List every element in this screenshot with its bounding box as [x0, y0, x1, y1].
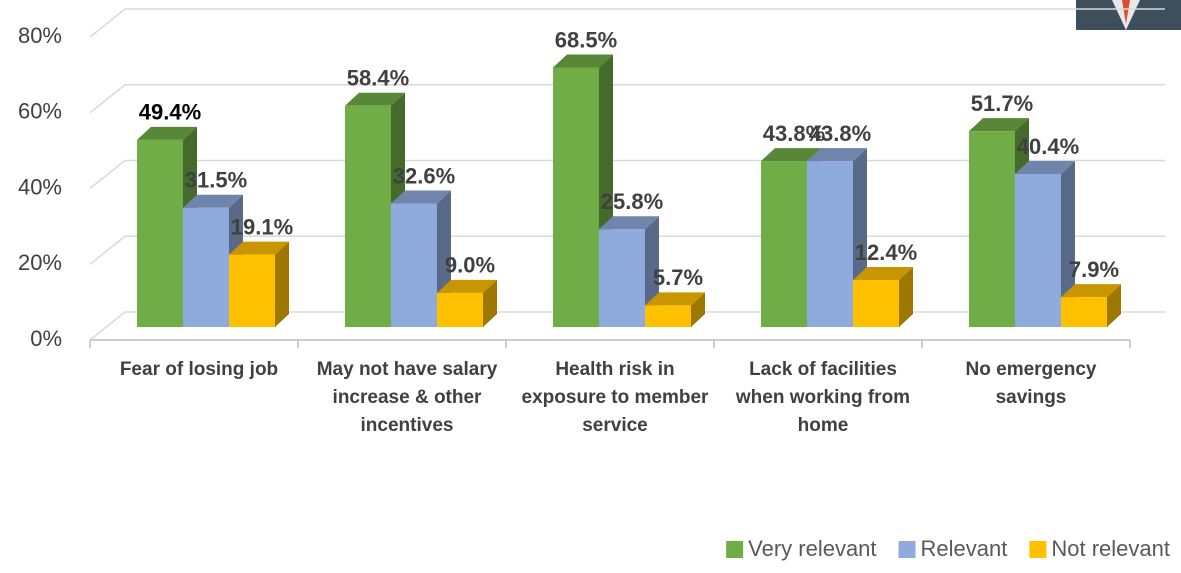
bar-front [437, 292, 483, 327]
data-label: 32.6% [393, 163, 455, 188]
bar-top [229, 241, 289, 255]
bar-front [229, 254, 275, 327]
data-label: 12.4% [855, 240, 917, 265]
bar-front [1061, 297, 1107, 327]
legend-swatch [726, 541, 744, 558]
bar-top [853, 267, 913, 281]
bar [1061, 284, 1121, 327]
legend-label: Very relevant [748, 536, 876, 561]
bar-front [969, 131, 1015, 327]
bar-top [437, 279, 497, 293]
data-label: 31.5% [185, 168, 247, 193]
data-label: 58.4% [347, 66, 409, 91]
data-label: 43.8% [809, 121, 871, 146]
y-tick-label: 20% [18, 250, 62, 275]
bar-top [553, 54, 613, 68]
data-label: 7.9% [1069, 257, 1119, 282]
bar [645, 292, 705, 327]
y-tick-label: 80% [18, 23, 62, 48]
data-label: 43.8% [763, 121, 825, 146]
bar-front [807, 161, 853, 327]
bar-top [645, 292, 705, 306]
bar-side [483, 279, 497, 327]
bar-top [1061, 284, 1121, 298]
data-label: 40.4% [1017, 134, 1079, 159]
legend-swatch [1029, 541, 1047, 558]
bar-side [1107, 284, 1121, 327]
bar-top [391, 190, 451, 204]
bar-side [899, 267, 913, 327]
y-tick-label: 0% [30, 326, 62, 351]
bar [229, 241, 289, 327]
bar-front [137, 139, 183, 327]
bar-front [391, 203, 437, 327]
legend-label: Relevant [921, 536, 1008, 561]
bar-front [645, 305, 691, 327]
data-label: 68.5% [555, 27, 617, 52]
bar-side [1061, 160, 1075, 327]
grid-line [89, 8, 1165, 38]
bar-front [761, 161, 807, 327]
data-label: 51.7% [971, 91, 1033, 116]
legend-label: Not relevant [1051, 536, 1170, 561]
x-tick-label: No emergency savings [965, 359, 1097, 408]
bar-top [761, 148, 821, 162]
bar-side [275, 241, 289, 327]
x-tick-label: Health risk in exposure to member servic… [521, 359, 709, 436]
legend-swatch [898, 541, 916, 558]
bar-front [183, 207, 229, 327]
corner-picture-detail [1122, 0, 1130, 24]
bar [1015, 160, 1075, 327]
data-label: 25.8% [601, 189, 663, 214]
x-tick-label: Lack of facilities when working from hom… [735, 359, 911, 436]
y-tick-label: 40% [18, 174, 62, 199]
y-tick-label: 60% [18, 99, 62, 124]
bar-top [183, 194, 243, 208]
data-label: 49.4% [139, 100, 201, 125]
bar [853, 267, 913, 327]
bar-front [599, 229, 645, 327]
bar-top [969, 118, 1029, 132]
x-tick-label: Fear of losing job [119, 359, 279, 380]
bar [437, 279, 497, 327]
data-label: 19.1% [231, 214, 293, 239]
bar-top [599, 216, 659, 230]
bar-top [137, 126, 197, 140]
data-label: 5.7% [653, 265, 703, 290]
data-label: 9.0% [445, 253, 495, 278]
bar-side [691, 292, 705, 327]
bar-front [553, 67, 599, 328]
bar-front [853, 280, 899, 327]
bar-front [1015, 173, 1061, 327]
bar [391, 190, 451, 327]
grid-line [89, 84, 1165, 114]
bar-top [345, 92, 405, 106]
bar-front [345, 105, 391, 327]
bar-top [807, 148, 867, 162]
x-tick-label: May not have salary increase & other inc… [316, 359, 498, 436]
bar-top [1015, 160, 1075, 174]
